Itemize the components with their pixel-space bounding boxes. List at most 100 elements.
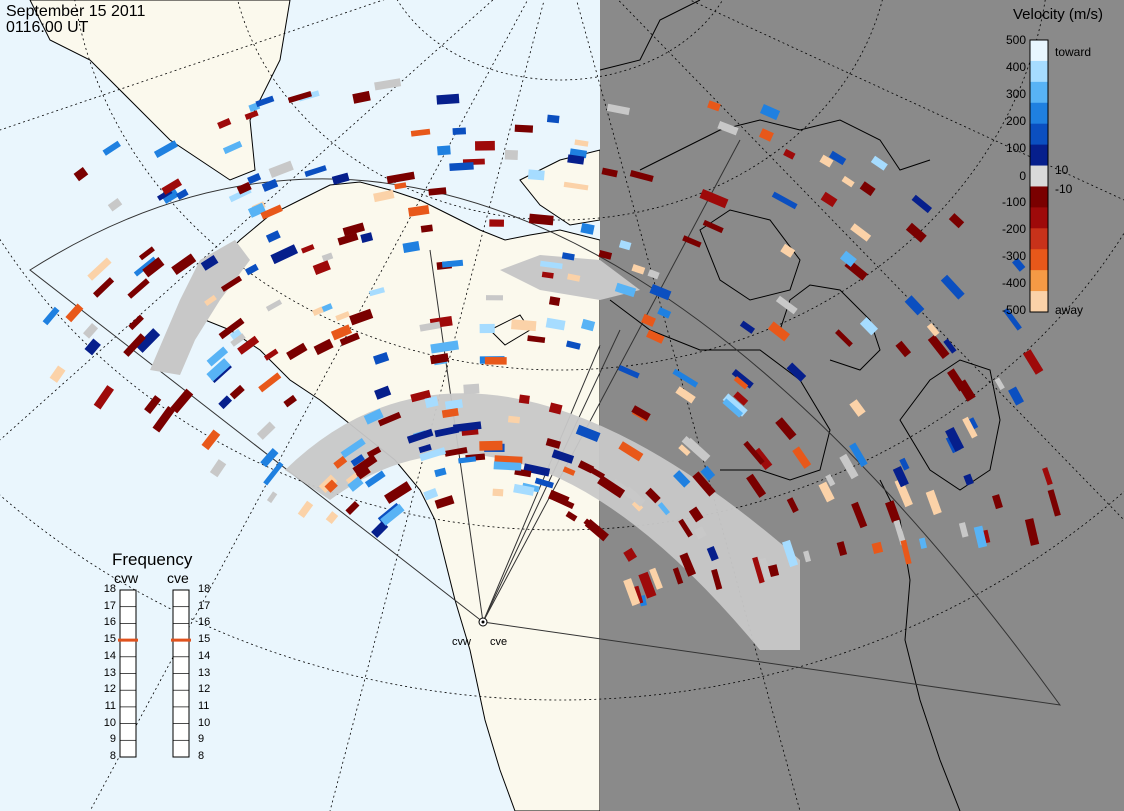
date-label: September 15 2011 bbox=[6, 3, 146, 20]
frequency-tick: 13 bbox=[198, 666, 211, 679]
velocity-cell bbox=[967, 417, 979, 431]
velocity-cell bbox=[562, 466, 576, 476]
velocity-cell bbox=[511, 319, 537, 332]
velocity-cell bbox=[380, 503, 405, 526]
velocity-cell bbox=[339, 332, 360, 346]
velocity-cell bbox=[504, 149, 518, 160]
velocity-cell bbox=[484, 356, 507, 365]
colorbar-tick: 200 bbox=[1005, 114, 1026, 128]
velocity-cell bbox=[1042, 467, 1053, 486]
velocity-cell bbox=[434, 495, 455, 509]
velocity-cell bbox=[818, 481, 835, 503]
velocity-cell bbox=[410, 128, 431, 137]
frequency-radar-left: cvw bbox=[114, 570, 139, 586]
velocity-cell bbox=[565, 510, 578, 522]
velocity-cell bbox=[926, 323, 940, 337]
velocity-cell bbox=[331, 172, 350, 185]
velocity-cell bbox=[458, 456, 477, 464]
velocity-cell bbox=[918, 537, 927, 549]
velocity-cell bbox=[561, 252, 575, 261]
velocity-cell bbox=[649, 283, 672, 301]
velocity-cell bbox=[360, 232, 374, 243]
velocity-cell bbox=[356, 466, 371, 480]
velocity-cell bbox=[722, 398, 744, 418]
velocity-cell bbox=[408, 205, 430, 217]
velocity-cell bbox=[859, 317, 879, 336]
velocity-cell bbox=[419, 321, 441, 332]
velocity-cell bbox=[452, 127, 467, 135]
velocity-cell bbox=[638, 571, 657, 599]
velocity-cell bbox=[783, 148, 796, 160]
velocity-cell bbox=[962, 416, 978, 439]
velocity-cell bbox=[347, 476, 364, 492]
velocity-cell bbox=[580, 222, 595, 235]
velocity-cell bbox=[373, 351, 390, 365]
velocity-cell bbox=[374, 385, 392, 400]
velocity-cell bbox=[1047, 489, 1061, 517]
velocity-cell bbox=[479, 323, 495, 334]
velocity-cell bbox=[590, 467, 606, 480]
frequency-tick: 15 bbox=[103, 633, 116, 646]
velocity-cell bbox=[371, 520, 389, 538]
velocity-cell bbox=[265, 299, 283, 312]
velocity-cell bbox=[688, 506, 704, 523]
velocity-cell bbox=[493, 461, 522, 471]
colorbar-segment bbox=[1030, 165, 1048, 187]
velocity-cell bbox=[312, 306, 324, 316]
colorbar-tick: -500 bbox=[1001, 303, 1026, 317]
colorbar-segment bbox=[1030, 270, 1048, 292]
velocity-cell bbox=[775, 295, 798, 315]
velocity-cell bbox=[545, 437, 561, 449]
velocity-cell bbox=[229, 384, 245, 400]
velocity-cell bbox=[325, 511, 339, 525]
velocity-cell bbox=[368, 287, 385, 297]
velocity-cell bbox=[418, 444, 432, 454]
velocity-cell bbox=[546, 114, 560, 124]
velocity-cell bbox=[441, 259, 464, 268]
colorbar-away-label: away bbox=[1055, 303, 1084, 317]
velocity-cell bbox=[83, 323, 99, 339]
velocity-cell bbox=[771, 191, 798, 210]
velocity-cell bbox=[133, 256, 157, 277]
velocity-cell bbox=[204, 294, 217, 307]
velocity-cell bbox=[597, 475, 626, 499]
velocity-cell bbox=[839, 453, 859, 480]
velocity-cell bbox=[256, 421, 276, 440]
colorbar-tick: 10 bbox=[1055, 163, 1069, 177]
velocity-cell bbox=[479, 440, 503, 451]
velocity-cell bbox=[871, 541, 884, 555]
colorbar-title: Velocity (m/s) bbox=[1013, 6, 1104, 23]
velocity-cell bbox=[152, 405, 175, 433]
velocity-cell bbox=[434, 467, 447, 478]
velocity-cell bbox=[437, 145, 451, 156]
velocity-cell bbox=[286, 342, 308, 361]
frequency-title: Frequency bbox=[112, 550, 193, 569]
velocity-cell bbox=[786, 497, 799, 513]
velocity-cell bbox=[386, 171, 415, 184]
velocity-cell bbox=[102, 140, 121, 156]
velocity-cell bbox=[345, 500, 360, 516]
velocity-cell bbox=[1023, 349, 1044, 375]
colorbar-tick: -100 bbox=[1001, 195, 1026, 209]
velocity-cell bbox=[260, 204, 283, 220]
velocity-cell bbox=[93, 385, 115, 410]
velocity-cell bbox=[678, 518, 693, 538]
velocity-cell bbox=[836, 541, 848, 557]
velocity-cell bbox=[927, 334, 950, 359]
velocity-cell bbox=[699, 189, 729, 209]
velocity-cell bbox=[410, 389, 432, 403]
velocity-cell bbox=[527, 169, 545, 181]
velocity-cell bbox=[201, 429, 221, 451]
velocity-cell bbox=[429, 353, 449, 365]
velocity-cell bbox=[722, 393, 748, 417]
velocity-cell bbox=[803, 550, 812, 563]
velocity-cell bbox=[527, 335, 546, 344]
velocity-cell bbox=[682, 235, 702, 248]
frequency-tick: 13 bbox=[103, 666, 116, 679]
velocity-cell bbox=[528, 213, 554, 226]
velocity-cell bbox=[373, 189, 395, 203]
velocity-cell bbox=[340, 437, 366, 459]
velocity-cell bbox=[247, 202, 266, 218]
velocity-cell bbox=[678, 444, 691, 457]
velocity-cell bbox=[859, 181, 876, 197]
